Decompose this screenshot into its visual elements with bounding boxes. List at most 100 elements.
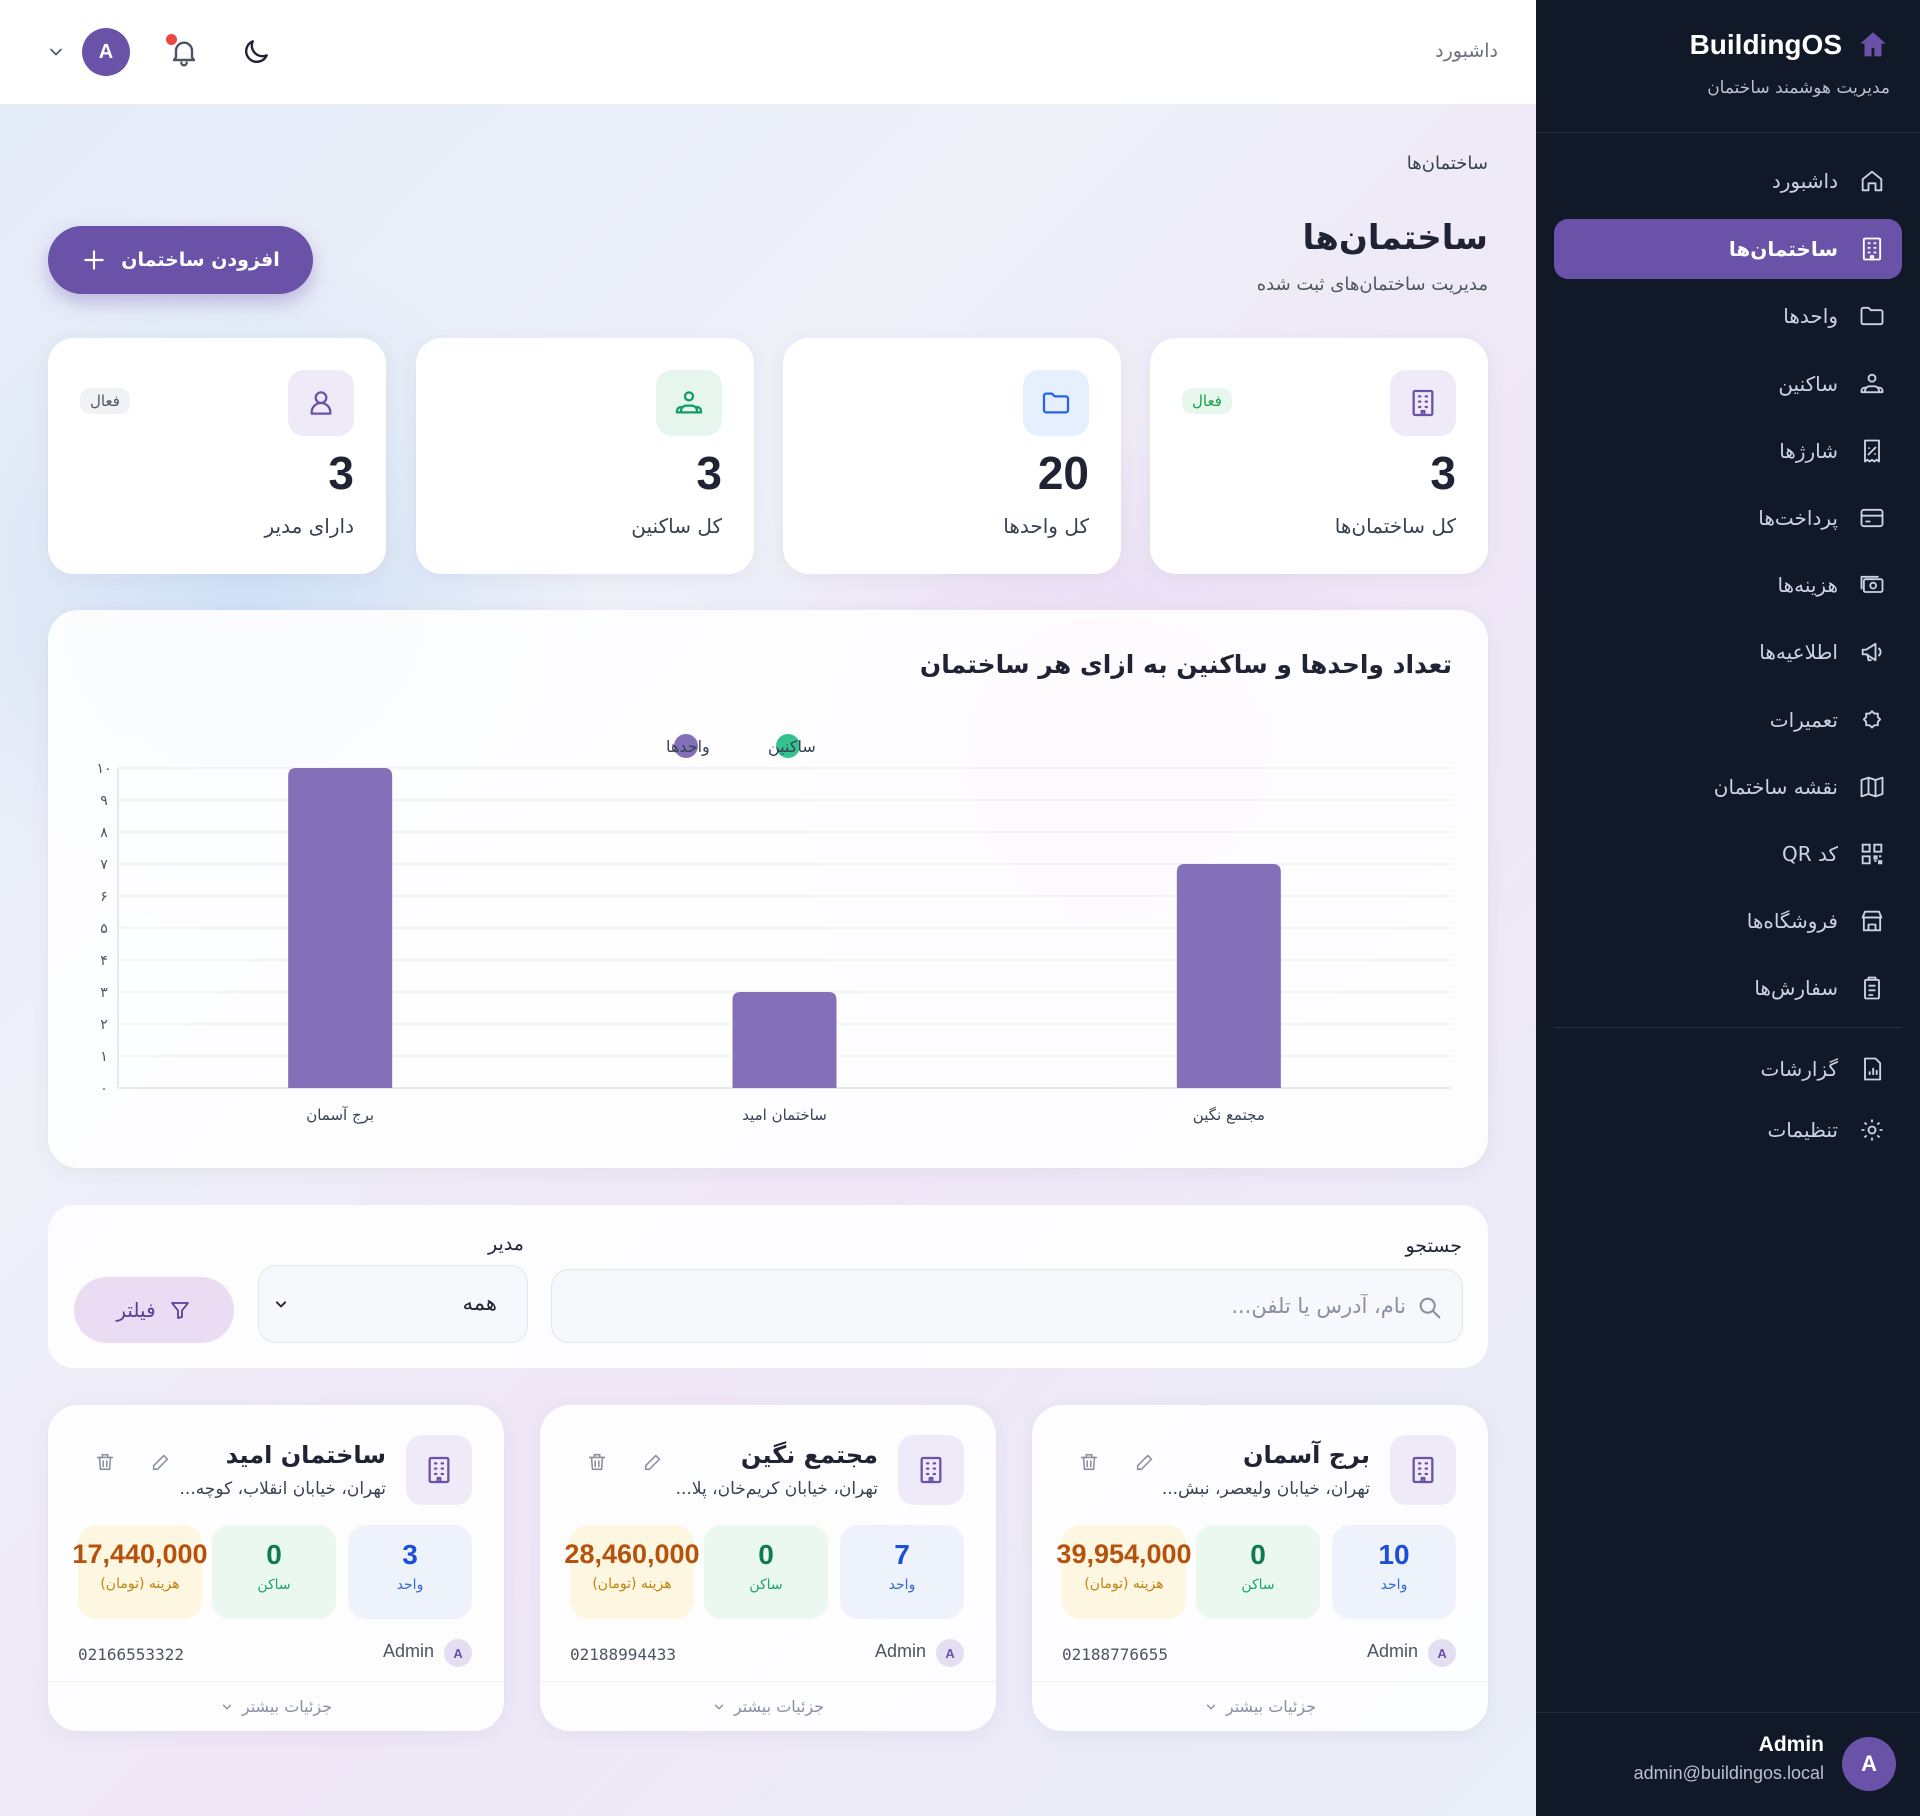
building-card[interactable]: ساختمان امید تهران، خیابان انقلاب، کوچه.… [48, 1405, 504, 1731]
cost-value: 39,954,000 [1056, 1539, 1192, 1569]
edit-icon[interactable] [642, 1451, 664, 1473]
sidebar-item-dashboard[interactable]: داشبورد [1554, 151, 1902, 211]
users-icon [1860, 373, 1884, 394]
add-building-button[interactable]: افزودن ساختمان [48, 226, 313, 294]
edit-icon[interactable] [1134, 1451, 1156, 1473]
filter-button[interactable]: فیلتر [74, 1277, 234, 1343]
stat-label: کل ساکنین [631, 514, 722, 538]
sidebar-item-qr-code[interactable]: کد QR [1554, 824, 1902, 884]
sidebar-item-label: کد QR [1781, 842, 1838, 866]
building-address: تهران، خیابان کریم‌خان، پلا... [675, 1479, 878, 1499]
sidebar-item-settings[interactable]: تنظیمات [1554, 1100, 1902, 1160]
sidebar-item-label: ساختمان‌ها [1728, 237, 1838, 261]
avatar: A [1842, 1737, 1896, 1791]
x-tick-label: مجتمع نگین [1193, 1106, 1265, 1124]
trash-icon[interactable] [1078, 1451, 1100, 1473]
brand[interactable]: BuildingOS [1690, 28, 1890, 62]
bar-units [1176, 864, 1281, 1088]
divider [1554, 1027, 1902, 1028]
chevron-down-icon [222, 1704, 232, 1709]
building-card[interactable]: برج آسمان تهران، خیابان ولیعصر، نبش... 1… [1032, 1405, 1488, 1731]
dark-mode-moon-icon[interactable] [240, 36, 272, 68]
stat-label: کل واحدها [1003, 514, 1089, 538]
sidebar-item-label: تعمیرات [1769, 708, 1838, 732]
cost-value: 28,460,000 [564, 1539, 700, 1569]
sidebar-item-maintenance[interactable]: تعمیرات [1554, 690, 1902, 750]
sidebar-item-reports[interactable]: گزارشات [1554, 1039, 1902, 1099]
sidebar-item-payments[interactable]: پرداخت‌ها [1554, 488, 1902, 548]
notification-dot [166, 34, 177, 45]
edit-icon[interactable] [150, 1451, 172, 1473]
building-name: ساختمان امید [225, 1441, 386, 1469]
trash-icon[interactable] [94, 1451, 116, 1473]
residents-count: 0 ساکن [704, 1525, 828, 1619]
store-icon [1861, 910, 1883, 932]
breadcrumb[interactable]: ساختمان‌ها [1406, 153, 1488, 174]
sidebar-item-units[interactable]: واحدها [1554, 286, 1902, 346]
building-phone: 02188776655 [1062, 1645, 1168, 1664]
search-input[interactable] [576, 1270, 1406, 1342]
sidebar-item-building-map[interactable]: نقشه ساختمان [1554, 757, 1902, 817]
sidebar-item-label: واحدها [1783, 304, 1838, 328]
sidebar-item-label: شارژها [1779, 439, 1838, 463]
units-count: 10 واحد [1332, 1525, 1456, 1619]
y-tick-label: ۶ [100, 889, 108, 905]
cost-value: 17,440,000 [72, 1539, 208, 1569]
admin-name: Admin [1366, 1641, 1418, 1661]
building-icon [1862, 237, 1882, 261]
sidebar-item-residents[interactable]: ساکنین [1554, 354, 1902, 414]
search-field[interactable] [551, 1269, 1463, 1343]
building-card[interactable]: مجتمع نگین تهران، خیابان کریم‌خان، پلا..… [540, 1405, 996, 1731]
receipt-icon [1864, 439, 1880, 463]
more-details-toggle[interactable]: جزئیات بیشتر [48, 1697, 504, 1716]
residents-label: ساکن [257, 1577, 291, 1593]
gear-badge-icon [1862, 710, 1882, 729]
plus-icon [84, 250, 104, 270]
qr-icon [1861, 843, 1883, 865]
top-breadcrumb[interactable]: داشبورد [1435, 40, 1498, 62]
building-icon [898, 1435, 964, 1505]
y-tick-label: ۱ [100, 1049, 108, 1065]
search-label: جستجو [1405, 1235, 1462, 1257]
admin-name: Admin [382, 1641, 434, 1661]
bar-units [732, 992, 837, 1088]
legend-label: ساکنین [768, 737, 816, 757]
chevron-down-icon[interactable] [46, 42, 66, 62]
user-avatar[interactable]: A [82, 28, 130, 76]
sidebar-item-stores[interactable]: فروشگاه‌ها [1554, 891, 1902, 951]
building-address: تهران، خیابان ولیعصر، نبش... [1161, 1479, 1370, 1499]
current-user[interactable]: A Admin admin@buildingos.local [1536, 1712, 1920, 1816]
building-phone: 02166553322 [78, 1645, 184, 1664]
cost-amount: 17,440,000 هزینه (تومان) [72, 1525, 208, 1619]
megaphone-icon [1861, 642, 1882, 662]
more-details-toggle[interactable]: جزئیات بیشتر [540, 1697, 996, 1716]
money-icon [1860, 575, 1884, 593]
cost-label: هزینه (تومان) [592, 1576, 672, 1592]
add-building-label: افزودن ساختمان [121, 249, 280, 271]
building-address: تهران، خیابان انقلاب، کوچه... [179, 1479, 386, 1499]
cost-label: هزینه (تومان) [1084, 1576, 1164, 1592]
sidebar-item-charges[interactable]: شارژها [1554, 421, 1902, 481]
more-details-toggle[interactable]: جزئیات بیشتر [1032, 1697, 1488, 1716]
sidebar-item-buildings[interactable]: ساختمان‌ها [1554, 219, 1902, 279]
divider [48, 1681, 504, 1682]
trash-icon[interactable] [586, 1451, 608, 1473]
sidebar-item-orders[interactable]: سفارش‌ها [1554, 958, 1902, 1018]
manager-select[interactable]: همه [258, 1265, 528, 1343]
building-icon [1390, 370, 1456, 436]
sidebar-item-label: ساکنین [1778, 372, 1838, 396]
cost-label: هزینه (تومان) [100, 1576, 180, 1592]
status-badge: فعال [80, 388, 130, 414]
residents-count: 0 ساکن [212, 1525, 336, 1619]
clipboard-icon [1864, 976, 1880, 1000]
y-tick-label: ۸ [100, 825, 108, 841]
stat-value: 3 [696, 447, 722, 499]
legend-label: واحدها [666, 737, 710, 757]
building-phone: 02188994433 [570, 1645, 676, 1664]
notification-bell-icon[interactable] [168, 36, 200, 68]
y-tick-label: ۴ [100, 953, 108, 969]
manager-label: مدیر [488, 1233, 524, 1255]
sidebar-item-label: هزینه‌ها [1777, 573, 1838, 597]
sidebar-item-announcements[interactable]: اطلاعیه‌ها [1554, 622, 1902, 682]
sidebar-item-expenses[interactable]: هزینه‌ها [1554, 555, 1902, 615]
